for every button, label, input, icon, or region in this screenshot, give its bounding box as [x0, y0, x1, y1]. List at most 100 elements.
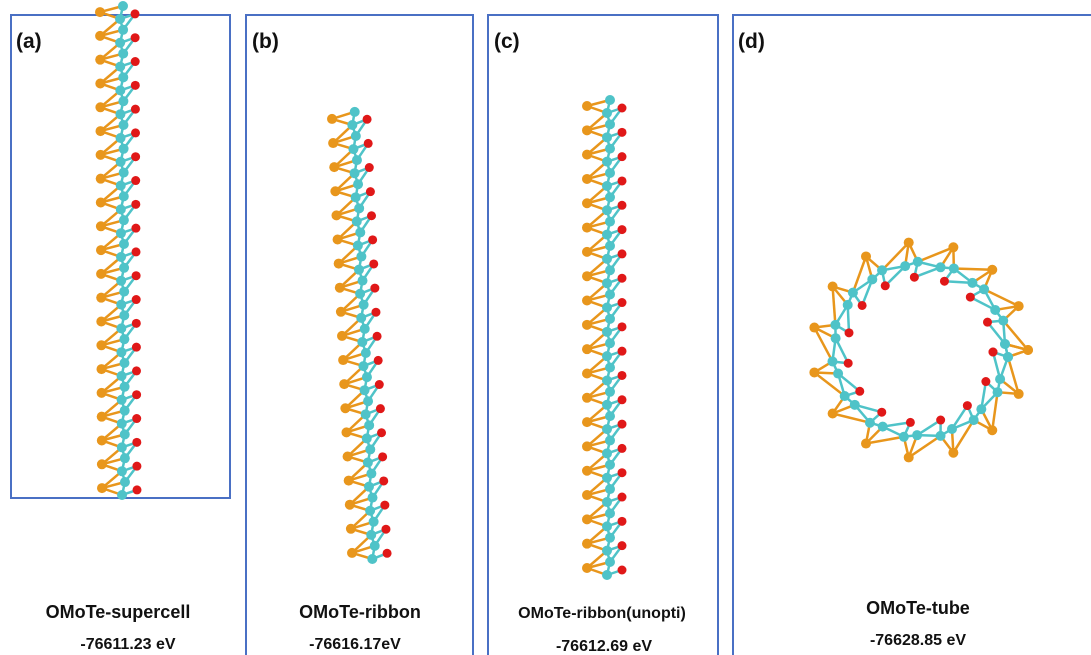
- atom: [949, 263, 959, 273]
- atom: [582, 125, 592, 135]
- atom: [850, 400, 860, 410]
- atom: [381, 525, 390, 534]
- atom: [363, 115, 372, 124]
- atom: [133, 485, 142, 494]
- atom: [618, 128, 627, 137]
- atom: [828, 282, 838, 292]
- atom: [605, 217, 615, 227]
- atom: [117, 442, 127, 452]
- atom: [132, 247, 141, 256]
- atom: [353, 241, 363, 251]
- atom: [995, 374, 1005, 384]
- atom: [96, 293, 106, 303]
- atom: [362, 433, 372, 443]
- atom: [117, 395, 127, 405]
- atom: [605, 168, 615, 178]
- atom: [618, 444, 627, 453]
- atom: [605, 290, 615, 300]
- atom: [998, 316, 1008, 326]
- atom: [582, 271, 592, 281]
- atom: [115, 109, 125, 119]
- atom: [352, 216, 362, 226]
- atom: [618, 176, 627, 185]
- atom: [605, 460, 615, 470]
- atom: [602, 205, 612, 215]
- atom: [366, 530, 376, 540]
- atom: [605, 338, 615, 348]
- atom: [987, 265, 997, 275]
- atom: [1000, 339, 1010, 349]
- atom: [618, 225, 627, 234]
- atom: [364, 420, 374, 430]
- atom: [116, 276, 126, 286]
- atom: [618, 274, 627, 283]
- atom: [350, 107, 360, 117]
- atom: [131, 57, 140, 66]
- atom: [602, 521, 612, 531]
- atom: [96, 150, 106, 160]
- atom: [1014, 389, 1024, 399]
- bond: [954, 268, 992, 269]
- atom: [379, 476, 388, 485]
- atom: [373, 332, 382, 341]
- atom: [367, 493, 377, 503]
- atom: [582, 223, 592, 233]
- atom: [605, 557, 615, 567]
- atom: [605, 362, 615, 372]
- atom: [979, 284, 989, 294]
- atom: [827, 356, 837, 366]
- atom: [582, 198, 592, 208]
- atom: [809, 323, 819, 333]
- atom: [582, 368, 592, 378]
- atom: [97, 459, 107, 469]
- bond: [833, 287, 836, 325]
- atom: [96, 221, 106, 231]
- figure: (a) (b) (c) (d) OMoTe-supercell -76611.2…: [0, 0, 1091, 655]
- atom: [380, 501, 389, 510]
- atom: [906, 418, 915, 427]
- atom: [338, 355, 348, 365]
- atom: [361, 409, 371, 419]
- atom: [118, 120, 128, 130]
- atom: [602, 278, 612, 288]
- atom: [132, 319, 141, 328]
- atom: [119, 310, 129, 320]
- atom: [115, 14, 125, 24]
- atom: [96, 340, 106, 350]
- atom: [582, 101, 592, 111]
- atom: [351, 192, 361, 202]
- energy: -76628.85 eV: [870, 632, 966, 649]
- atom: [602, 351, 612, 361]
- atom: [855, 387, 864, 396]
- atom: [947, 424, 957, 434]
- atom: [605, 484, 615, 494]
- atom: [118, 1, 128, 11]
- atom: [355, 227, 365, 237]
- atom: [339, 379, 349, 389]
- atom: [618, 347, 627, 356]
- atom: [910, 273, 919, 282]
- atom: [582, 393, 592, 403]
- atom: [119, 168, 129, 178]
- atom: [97, 388, 107, 398]
- atom: [348, 144, 358, 154]
- atom: [366, 469, 376, 479]
- atom: [117, 466, 127, 476]
- atom: [861, 439, 871, 449]
- atom: [119, 191, 129, 201]
- atom: [361, 348, 371, 358]
- atom: [582, 174, 592, 184]
- atom: [365, 444, 375, 454]
- atom: [367, 211, 376, 220]
- atom: [116, 300, 126, 310]
- atom: [118, 96, 128, 106]
- atom: [96, 316, 106, 326]
- atom: [117, 419, 127, 429]
- energy: -76611.23 eV: [80, 636, 176, 653]
- atom: [828, 408, 838, 418]
- atom: [115, 62, 125, 72]
- atom: [116, 323, 126, 333]
- atom: [900, 261, 910, 271]
- atom: [360, 385, 370, 395]
- atom: [987, 425, 997, 435]
